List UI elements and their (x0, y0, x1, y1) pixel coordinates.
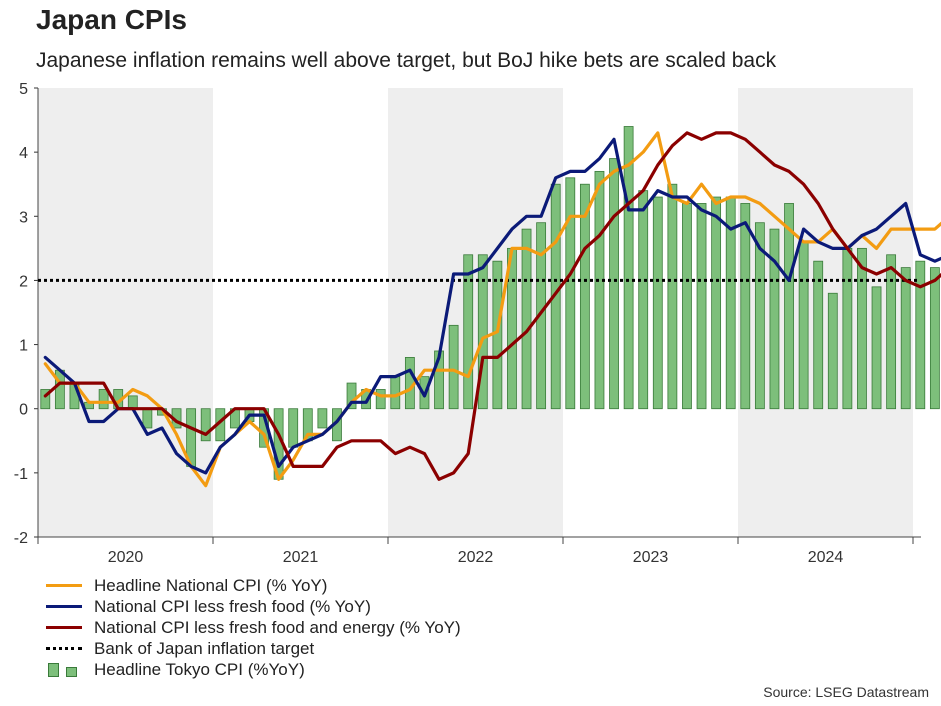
legend-label: National CPI less fresh food and energy … (94, 618, 461, 637)
tokyo-cpi-bar (740, 203, 751, 410)
tokyo-cpi-bar (623, 126, 634, 410)
tokyo-cpi-bar (711, 196, 722, 410)
tokyo-cpi-bar (346, 382, 357, 410)
legend-swatch-green-bars (44, 659, 84, 680)
legend-swatch-orange-line (44, 575, 84, 596)
legend-label: Headline Tokyo CPI (%YoY) (94, 660, 305, 679)
tokyo-cpi-bar (375, 389, 386, 410)
tokyo-cpi-bar (682, 203, 692, 410)
tokyo-cpi-bar (652, 196, 663, 410)
tokyo-cpi-bar (798, 241, 809, 410)
y-tick-label: -2 (14, 530, 28, 547)
chart-title: Japan CPIs (36, 4, 187, 35)
year-band-2024 (738, 88, 913, 537)
year-band-2022 (388, 88, 563, 537)
year-band-2020 (38, 88, 213, 537)
tokyo-cpi-bar (769, 228, 780, 410)
y-tick-label: 2 (19, 273, 28, 290)
tokyo-cpi-bar (696, 203, 707, 410)
legend-swatch-navy-line (44, 596, 84, 617)
tokyo-cpi-bar (200, 408, 211, 442)
tokyo-cpi-bar (579, 183, 590, 410)
legend-label: Headline National CPI (% YoY) (94, 576, 328, 595)
tokyo-cpi-bar (594, 170, 605, 410)
x-tick-label: 2023 (633, 549, 669, 566)
tokyo-cpi-bar (871, 286, 882, 410)
tokyo-cpi-bar (754, 222, 765, 410)
y-tick-label: 0 (19, 402, 28, 419)
legend-label: National CPI less fresh food (% YoY) (94, 597, 371, 616)
tokyo-cpi-bar (842, 247, 853, 410)
x-tick-label: 2022 (458, 549, 494, 566)
source-note: Source: LSEG Datastream (763, 684, 929, 700)
x-tick-label: 2024 (808, 549, 844, 566)
tokyo-cpi-bar (142, 408, 153, 429)
tokyo-cpi-bar (492, 260, 503, 410)
chart-subtitle: Japanese inflation remains well above ta… (36, 49, 777, 72)
tokyo-cpi-bar (900, 267, 911, 410)
tokyo-cpi-bar (448, 324, 459, 410)
legend-swatch-darkred-line (44, 617, 84, 638)
tokyo-cpi-bar (929, 267, 940, 410)
tokyo-cpi-bar (638, 190, 649, 410)
legend-item-tokyo-cpi: Headline Tokyo CPI (%YoY) (44, 659, 461, 680)
tokyo-cpi-bar (565, 177, 576, 410)
tokyo-cpi-bar (667, 183, 678, 410)
tokyo-cpi-bar (536, 222, 547, 410)
tokyo-cpi-bar (477, 254, 488, 410)
legend-label: Bank of Japan inflation target (94, 639, 315, 658)
tokyo-cpi-bar (463, 254, 474, 410)
chart-legend: Headline National CPI (% YoY) National C… (44, 575, 461, 680)
tokyo-cpi-bar (98, 389, 109, 410)
tokyo-cpi-bar (813, 260, 824, 410)
core-core-cpi-line (43, 131, 941, 481)
tokyo-cpi-bar (288, 408, 299, 448)
tokyo-cpi-bar (915, 260, 926, 410)
y-tick-label: 3 (19, 209, 28, 226)
headline-national-cpi-line (43, 131, 941, 488)
tokyo-cpi-bar (609, 158, 619, 410)
tokyo-cpi-bar (886, 254, 897, 410)
y-tick-label: 1 (19, 338, 28, 355)
x-tick-label: 2020 (108, 549, 144, 566)
legend-swatch-dotted-line (44, 638, 84, 659)
y-tick-label: 5 (19, 81, 28, 98)
legend-item-core: National CPI less fresh food (% YoY) (44, 596, 461, 617)
y-tick-label: -1 (14, 466, 28, 483)
tokyo-cpi-bar (784, 203, 794, 410)
tokyo-cpi-bar (127, 395, 138, 410)
tokyo-cpi-bar (54, 369, 65, 410)
legend-item-boj-target: Bank of Japan inflation target (44, 638, 461, 659)
core-cpi-line (43, 137, 941, 475)
tokyo-cpi-bar (40, 389, 51, 410)
tokyo-cpi-bar (390, 376, 401, 410)
legend-item-core-core: National CPI less fresh food and energy … (44, 617, 461, 638)
x-tick-label: 2021 (283, 549, 319, 566)
legend-item-headline-national: Headline National CPI (% YoY) (44, 575, 461, 596)
tokyo-cpi-bar (521, 228, 532, 410)
tokyo-cpi-bar (827, 292, 838, 410)
tokyo-cpi-bar (317, 408, 328, 429)
tokyo-cpi-bar (857, 247, 867, 410)
tokyo-cpi-bar (550, 183, 561, 410)
y-tick-label: 4 (19, 145, 28, 162)
